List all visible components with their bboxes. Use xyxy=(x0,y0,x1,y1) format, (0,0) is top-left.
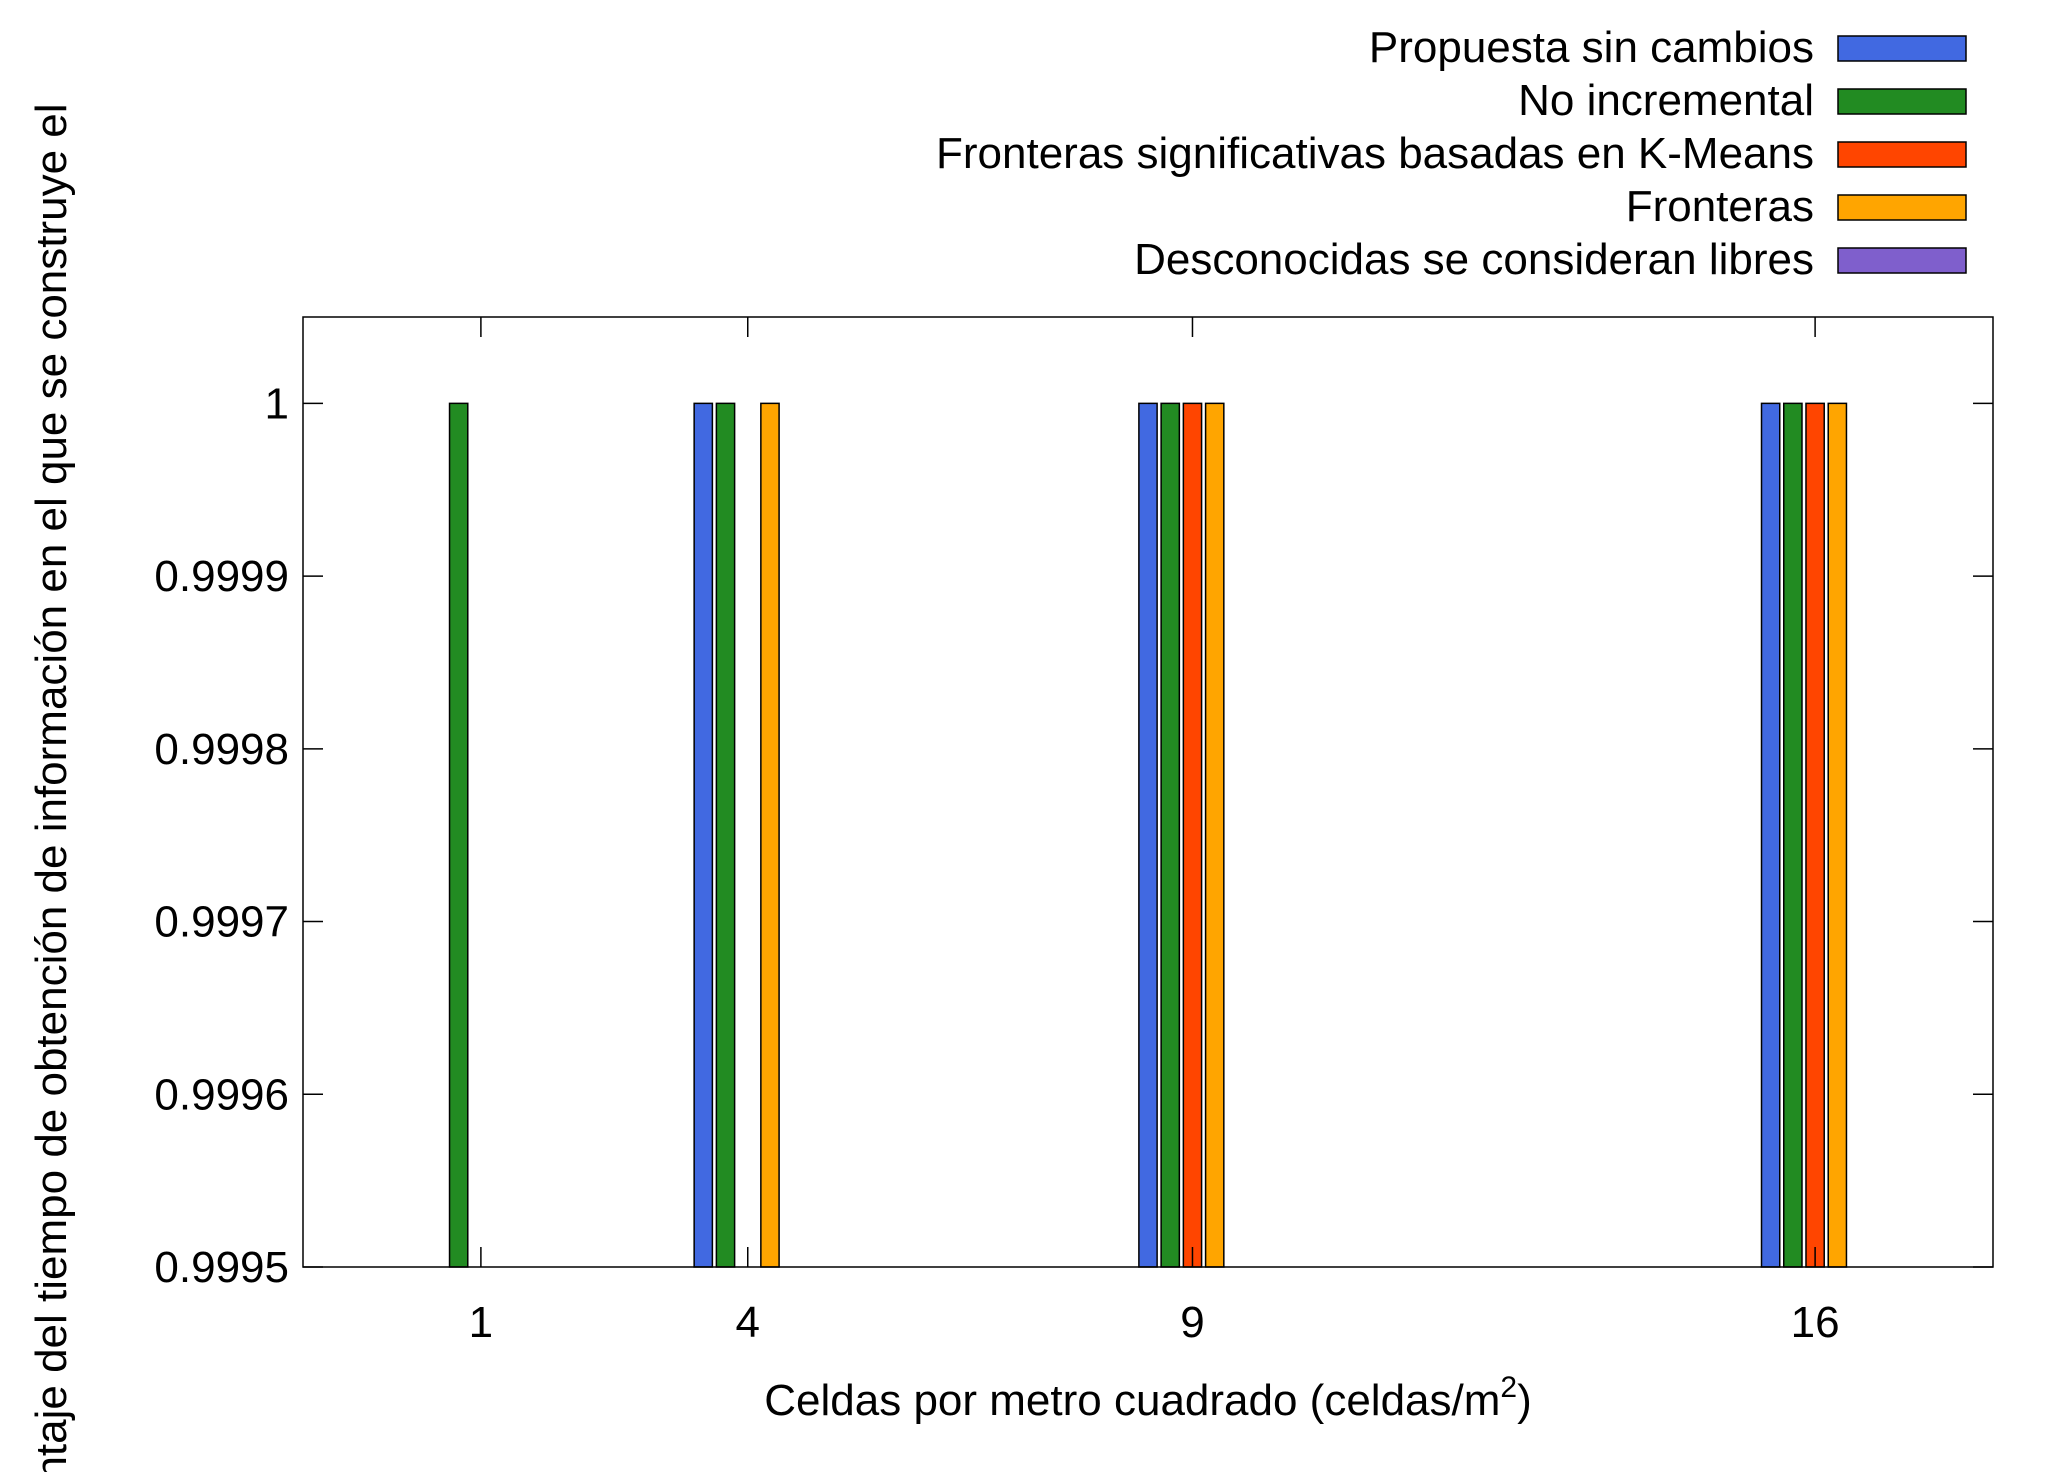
x-axis-label-text: Celdas por metro cuadrado (celdas/m xyxy=(764,1376,1500,1425)
bars-layer xyxy=(448,402,1848,1268)
bar xyxy=(1783,402,1803,1268)
legend-label: Desconocidas se consideran libres xyxy=(1134,235,1814,284)
bar xyxy=(760,402,780,1268)
x-axis-label-suffix: ) xyxy=(1517,1376,1532,1425)
legend-swatch xyxy=(1837,194,1967,221)
y-tick-label: 0.9996 xyxy=(154,1070,289,1119)
bar xyxy=(1182,402,1203,1268)
x-tick-label: 4 xyxy=(735,1298,759,1347)
bar xyxy=(1760,402,1781,1268)
plot-frame xyxy=(302,316,1994,1268)
bar xyxy=(1160,402,1181,1268)
x-tick-label: 1 xyxy=(469,1298,493,1347)
bar xyxy=(448,402,469,1268)
legend-swatch xyxy=(1837,88,1967,115)
y-tick-label: 0.9999 xyxy=(154,552,289,601)
legend-swatch xyxy=(1837,35,1967,62)
bar xyxy=(1805,402,1825,1268)
x-tick-label: 9 xyxy=(1180,1298,1204,1347)
bar xyxy=(715,402,736,1268)
legend-label: Fronteras significativas basadas en K-Me… xyxy=(936,129,1814,178)
bar xyxy=(693,402,714,1268)
bar xyxy=(1138,402,1158,1268)
x-tick-label: 16 xyxy=(1791,1298,1840,1347)
y-tick-label: 1 xyxy=(265,379,289,428)
legend-swatch xyxy=(1837,247,1967,274)
legend-label: Propuesta sin cambios xyxy=(1369,23,1814,72)
x-axis-label: Celdas por metro cuadrado (celdas/m2) xyxy=(764,1371,1531,1425)
x-axis-label-superscript: 2 xyxy=(1500,1371,1517,1404)
bar xyxy=(1827,402,1848,1268)
legend-label: No incremental xyxy=(1518,76,1814,125)
axis-ticks: 0.9995 0.9996 0.9997 0.9998 0.9999 1 1 4 9 16 xyxy=(154,317,1993,1347)
legend-label: Fronteras xyxy=(1626,182,1814,231)
bar xyxy=(1204,402,1225,1268)
legend-swatch xyxy=(1837,141,1967,168)
y-tick-label: 0.9998 xyxy=(154,725,289,774)
y-axis-label: ntaje del tiempo de obtención de informa… xyxy=(27,103,76,1472)
y-tick-label: 0.9997 xyxy=(154,898,289,947)
y-tick-label: 0.9995 xyxy=(154,1243,289,1292)
